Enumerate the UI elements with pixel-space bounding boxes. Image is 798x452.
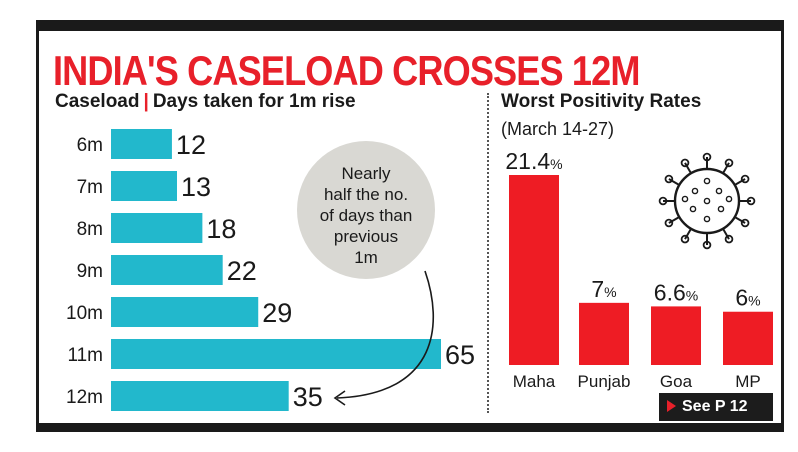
value-number: 21.4 <box>505 148 550 174</box>
curved-arrow-icon <box>336 270 434 399</box>
callout-bubble: Nearly half the no. of days than previou… <box>297 141 435 279</box>
virus-spike <box>668 178 680 186</box>
bar-value-label: 22 <box>227 256 257 286</box>
virus-icon <box>658 152 756 250</box>
virus-spike-tip <box>746 196 756 206</box>
virus-spike-tip <box>664 218 674 228</box>
bar-value-label: 6.6% <box>654 279 698 305</box>
page-title: INDIA'S CASELOAD CROSSES 12M <box>53 47 640 94</box>
bar-category-label: 12m <box>66 387 103 408</box>
bar-category-label: 8m <box>77 219 103 240</box>
value-number: 7 <box>591 276 604 302</box>
caseload-bar <box>111 213 203 243</box>
play-triangle-icon <box>667 400 676 412</box>
virus-dot <box>703 197 711 205</box>
virus-dot <box>689 205 697 213</box>
virus-dot <box>717 205 725 213</box>
bar-category-label: Maha <box>513 372 556 391</box>
bar-category-label: 9m <box>77 261 103 282</box>
caseload-bar <box>111 129 172 159</box>
virus-dot <box>691 187 699 195</box>
virus-spike <box>668 216 680 224</box>
left-chart-heading: Caseload | Days taken for 1m rise <box>55 91 356 113</box>
bar-category-label: Punjab <box>578 372 631 391</box>
value-unit: % <box>604 284 616 300</box>
see-page-button[interactable]: See P 12 <box>659 393 773 421</box>
see-page-label: See P 12 <box>682 398 748 415</box>
arrow-head-icon <box>333 390 346 406</box>
positivity-bar <box>723 311 773 365</box>
virus-body <box>673 167 741 235</box>
virus-spike-tip <box>724 158 734 168</box>
caseload-label: Caseload <box>55 91 140 112</box>
virus-dot <box>681 195 689 203</box>
virus-spike <box>684 228 692 240</box>
bar-value-label: 13 <box>181 172 211 202</box>
bar-value-label: 65 <box>445 340 475 370</box>
caseload-bar <box>111 297 259 327</box>
virus-spike-tip <box>664 174 674 184</box>
virus-spike <box>734 216 746 224</box>
virus-dot <box>703 177 711 185</box>
virus-spike-tip <box>680 158 690 168</box>
virus-spike-tip <box>702 152 712 162</box>
virus-dot <box>725 195 733 203</box>
days-label: Days taken for 1m rise <box>152 91 356 112</box>
bar-category-label: 11m <box>67 345 103 366</box>
callout-line: half the no. <box>323 185 409 204</box>
callout-line: 1m <box>354 248 378 267</box>
bar-category-label: Goa <box>660 372 693 391</box>
positivity-bar <box>509 175 559 365</box>
panel-divider <box>487 93 489 413</box>
caseload-bar <box>111 255 223 285</box>
value-unit: % <box>748 293 760 309</box>
bottom-rule <box>39 423 781 429</box>
bar-value-label: 6% <box>735 285 760 311</box>
bar-category-label: 10m <box>66 303 103 324</box>
callout-line: Nearly <box>341 164 391 183</box>
infographic-frame: INDIA'S CASELOAD CROSSES 12M Caseload | Da… <box>36 20 784 432</box>
value-unit: % <box>686 287 698 303</box>
caseload-bar <box>111 381 289 411</box>
value-unit: % <box>550 156 562 172</box>
bar-category-label: MP <box>735 372 761 391</box>
bar-value-label: 18 <box>206 214 236 244</box>
virus-spike-tip <box>680 234 690 244</box>
virus-dot <box>715 187 723 195</box>
bar-value-label: 29 <box>262 298 292 328</box>
positivity-bar <box>579 302 629 365</box>
callout-text: Nearly half the no. of days than previou… <box>297 163 435 268</box>
virus-spike <box>734 178 746 186</box>
caseload-bar <box>111 339 441 369</box>
virus-spike <box>684 162 692 174</box>
bar-value-label: 12 <box>176 130 206 160</box>
virus-dot <box>703 215 711 223</box>
charts-canvas: 6m 12 7m 13 8m 18 9m 22 10m 29 11m 65 12m 35 21.4% Maha… <box>66 129 773 412</box>
virus-spike <box>722 162 730 174</box>
virus-spike-tip <box>740 218 750 228</box>
value-number: 6 <box>735 285 748 311</box>
bar-value-label: 35 <box>293 382 323 412</box>
top-rule <box>39 23 781 31</box>
bar-value-label: 7% <box>591 276 616 302</box>
virus-spike-tip <box>740 174 750 184</box>
virus-spike <box>722 228 730 240</box>
virus-spike-tip <box>702 240 712 250</box>
positivity-bar <box>651 306 701 365</box>
right-chart-title: Worst Positivity Rates <box>501 91 702 112</box>
callout-line: of days than <box>319 206 413 225</box>
right-chart-subtitle: (March 14-27) <box>501 119 615 139</box>
bar-value-label: 21.4% <box>505 148 562 174</box>
virus-spike-tip <box>658 196 668 206</box>
callout-line: previous <box>333 227 399 246</box>
bar-category-label: 7m <box>77 177 103 198</box>
virus-spike-tip <box>724 234 734 244</box>
value-number: 6.6 <box>654 279 686 305</box>
heading-separator: | <box>143 91 149 112</box>
bar-category-label: 6m <box>77 135 103 156</box>
caseload-bar <box>111 171 177 201</box>
